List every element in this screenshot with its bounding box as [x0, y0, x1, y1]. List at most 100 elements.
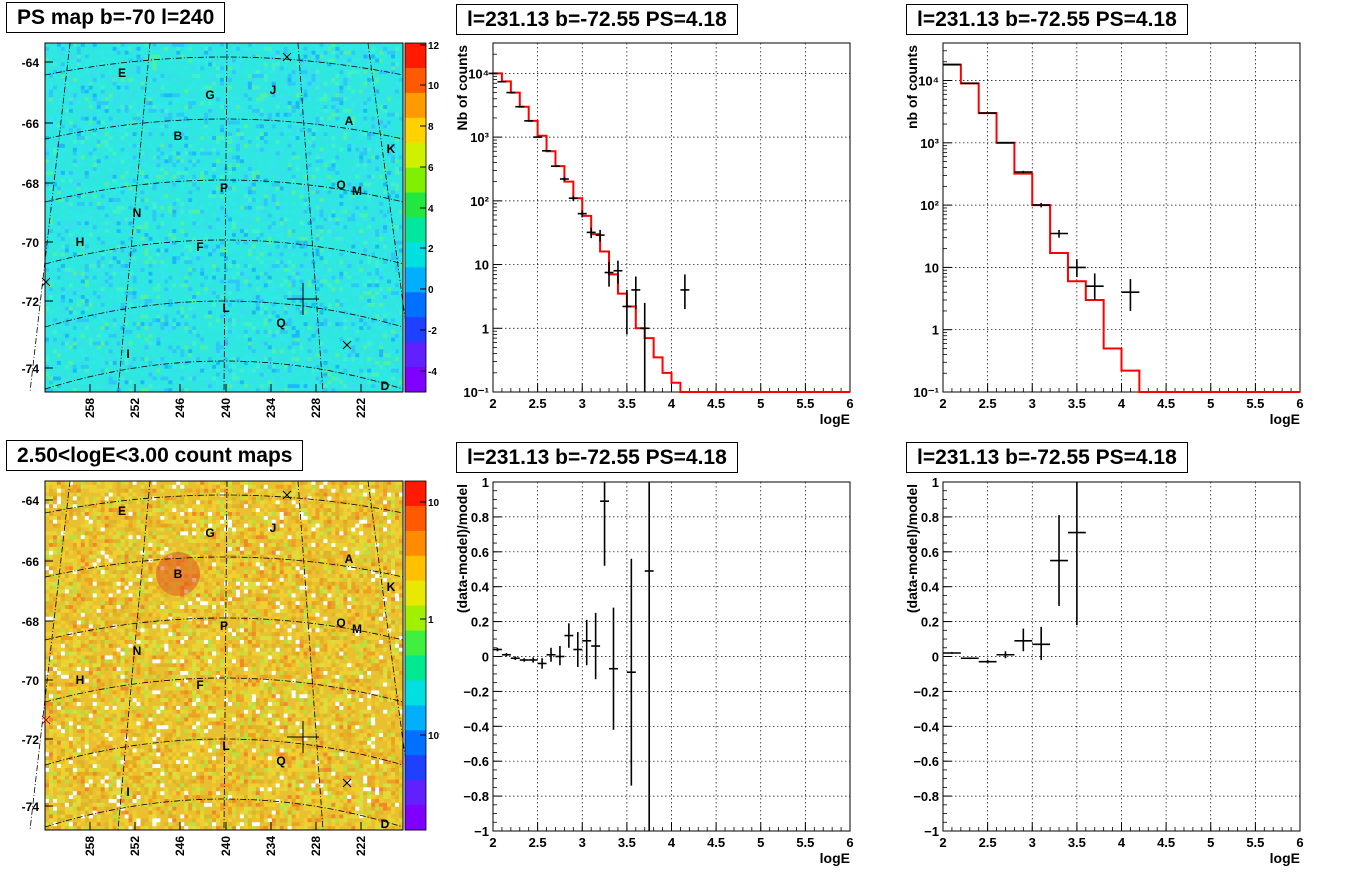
- x-marker: [282, 490, 292, 500]
- count-map-svg: -64 -66 -68 -70 -72 -74 258 252 246 240 234 228 222 E…: [22, 480, 440, 856]
- longitude-line: [367, 480, 416, 831]
- source-label: B: [174, 129, 183, 143]
- x-marker: [342, 340, 352, 350]
- latitude-line: [44, 300, 404, 328]
- data-point: [1067, 482, 1086, 626]
- x-marker: [282, 52, 292, 62]
- source-label: D: [381, 817, 390, 831]
- source-label: N: [133, 644, 142, 658]
- data-point: [586, 227, 596, 239]
- x-tick-label: 5.5: [1246, 835, 1264, 850]
- map-y-tick-label: -72: [22, 295, 40, 309]
- y-tick-label: −0.8: [913, 789, 939, 804]
- y-tick-label: −0.6: [463, 754, 489, 769]
- source-label: K: [387, 580, 396, 594]
- map-x-tick-label: 258: [83, 398, 97, 418]
- data-point: [493, 647, 502, 652]
- y-tick-label: 10³: [470, 130, 489, 145]
- source-label: H: [76, 235, 85, 249]
- counts-chart-svg-binned: 2 2.5 3 3.5 4 4.5 5 5.5 6 10⁻¹ 1 10 10² 10³ 10⁴ logE nb …: [904, 42, 1304, 427]
- colorbar-label: 10: [428, 498, 440, 509]
- data-point: [680, 274, 690, 310]
- source-label: D: [381, 379, 390, 393]
- data-point: [573, 632, 583, 667]
- chart-title: l=231.13 b=-72.55 PS=4.18: [906, 4, 1188, 35]
- latitude-line: [44, 56, 404, 76]
- longitude-line: [223, 42, 228, 393]
- x-tick-label: 3: [579, 835, 586, 850]
- latitude-line: [44, 677, 404, 703]
- data-point: [501, 653, 511, 657]
- source-label: M: [352, 184, 362, 198]
- y-axis-label: (data-model)/model: [454, 484, 470, 613]
- x-tick-label: 4: [668, 835, 676, 850]
- data-point: [600, 482, 610, 566]
- x-tick-label: 3.5: [1068, 835, 1086, 850]
- data-point: [542, 150, 552, 152]
- data-point: [564, 623, 574, 648]
- source-label: P: [220, 181, 228, 195]
- data-point: [1067, 259, 1086, 278]
- y-tick-label: −1: [924, 824, 939, 839]
- x-marker: [41, 715, 51, 725]
- data-point: [591, 612, 601, 680]
- map-title: PS map b=-70 l=240: [6, 2, 226, 33]
- residual-chart-panel-binned: l=231.13 b=-72.55 PS=4.18 2 2.5 3 3.5 4 4.5 5 5…: [898, 438, 1348, 876]
- data-point: [1121, 279, 1140, 311]
- data-point: [519, 658, 529, 662]
- data-point: [640, 302, 650, 392]
- x-tick-label: 5.5: [796, 396, 814, 411]
- colorbar-segment: [405, 142, 426, 169]
- x-tick-label: 6: [846, 835, 853, 850]
- colorbar-segment: [405, 481, 426, 507]
- map-x-tick-label: 234: [264, 836, 278, 856]
- map-y-tick-label: -66: [22, 117, 40, 131]
- map-y-tick-label: -70: [22, 674, 40, 688]
- source-label: A: [345, 552, 354, 566]
- x-tick-label: 2.5: [529, 396, 547, 411]
- x-tick-label: 5: [1207, 835, 1214, 850]
- counts-chart-panel-binned: l=231.13 b=-72.55 PS=4.18 2 2.5 3 3.5 4 4.5 5 5…: [898, 0, 1348, 438]
- map-title: 2.50<logE<3.00 count maps: [6, 440, 304, 471]
- source-label: N: [133, 206, 142, 220]
- data-point: [546, 647, 556, 662]
- latitude-line: [44, 798, 404, 828]
- colorbar-segment: [405, 805, 426, 831]
- map-x-tick-label: 228: [309, 398, 323, 418]
- x-tick-label: 3: [1029, 396, 1036, 411]
- data-point: [613, 260, 623, 284]
- source-label: H: [76, 673, 85, 687]
- y-tick-label: 0.4: [471, 580, 490, 595]
- map-y-tick-label: -68: [22, 177, 40, 191]
- x-tick-label: 2: [489, 396, 496, 411]
- source-label: Q: [276, 754, 285, 768]
- colorbar-label: 10⁻¹: [428, 731, 440, 742]
- colorbar-segment: [405, 530, 426, 557]
- y-tick-label: 10⁻¹: [913, 385, 939, 400]
- latitude-line: [44, 179, 404, 203]
- y-tick-label: 1: [932, 475, 939, 490]
- counts-chart-panel: l=231.13 b=-72.55 PS=4.18 2 2.5 3 3.5 4 4.5 5 5…: [448, 0, 898, 438]
- colorbar-segment: [405, 580, 426, 607]
- map-x-tick-label: 222: [354, 836, 368, 856]
- x-tick-label: 2: [489, 835, 496, 850]
- y-tick-label: 0.8: [471, 510, 489, 525]
- longitude-line: [297, 42, 324, 393]
- y-tick-label: 10⁴: [468, 66, 489, 81]
- x-tick-label: 2: [939, 396, 946, 411]
- source-label: M: [352, 622, 362, 636]
- map-x-tick-label: 222: [354, 398, 368, 418]
- colorbar-label: 1: [428, 615, 434, 626]
- x-marker: [41, 277, 51, 287]
- x-axis-label: logE: [1270, 850, 1300, 866]
- data-point: [582, 619, 592, 666]
- data-point: [609, 607, 618, 730]
- map-x-tick-label: 246: [173, 836, 187, 856]
- y-tick-label: 10³: [920, 136, 939, 151]
- residual-chart-svg: 2 2.5 3 3.5 4 4.5 5 5.5 6 −1 −0.8 −0.6 −0.4 −0.2 0 0.2 0…: [454, 475, 854, 866]
- colorbar-segment: [405, 705, 426, 731]
- data-point: [1014, 170, 1033, 174]
- colorbar-segment: [405, 242, 426, 268]
- source-label: F: [196, 678, 203, 692]
- data-point: [1050, 515, 1068, 606]
